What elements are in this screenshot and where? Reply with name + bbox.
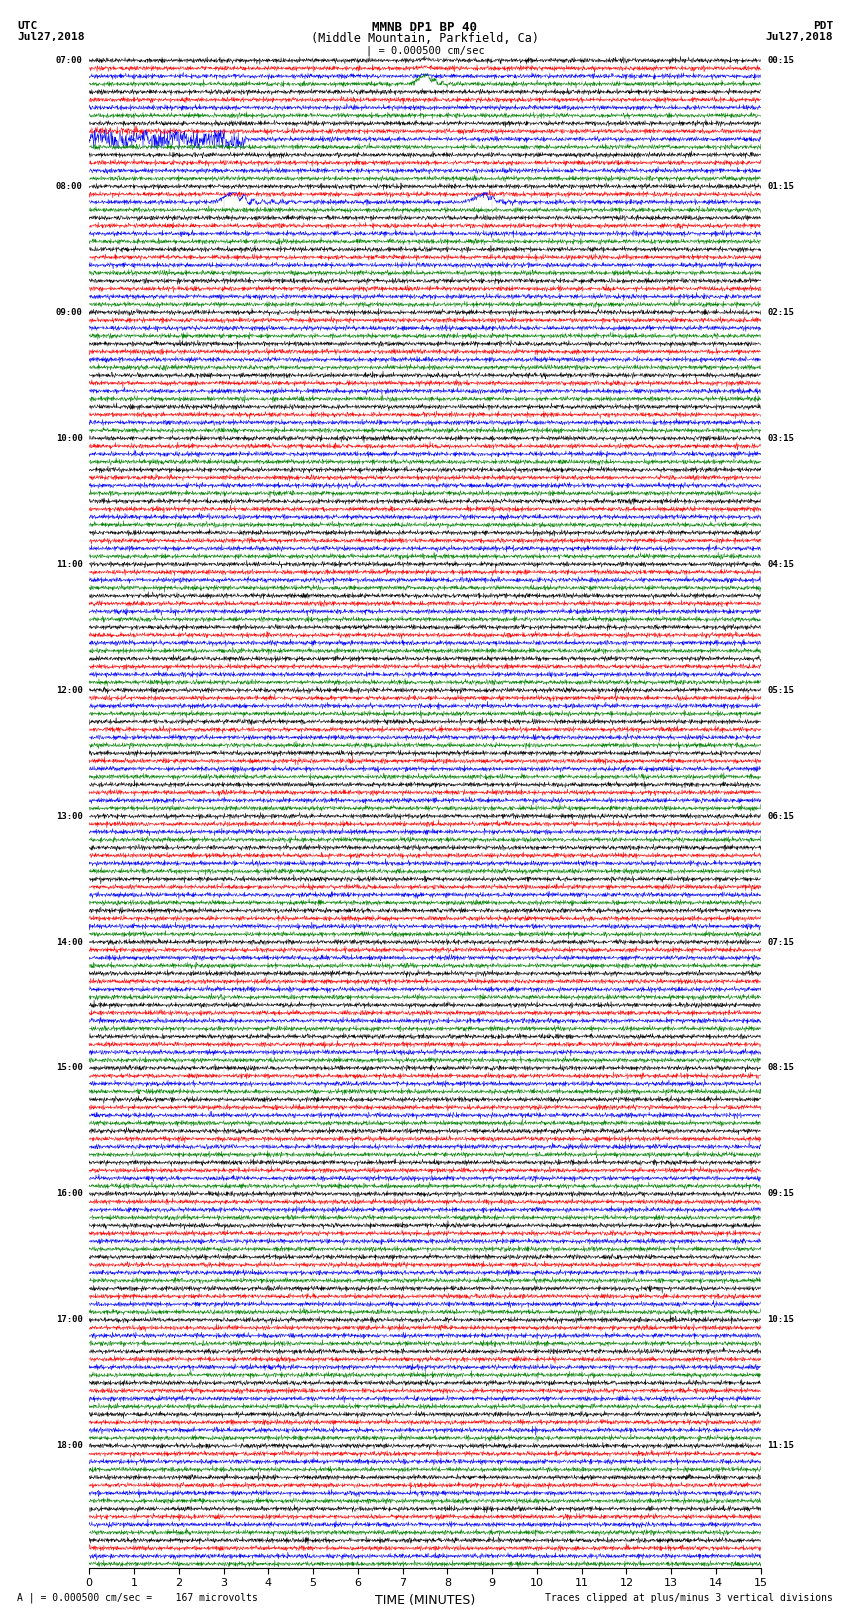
Text: UTC: UTC bbox=[17, 21, 37, 31]
Text: 11:00: 11:00 bbox=[55, 560, 82, 569]
Text: Jul27,2018: Jul27,2018 bbox=[17, 32, 84, 42]
Text: 07:15: 07:15 bbox=[768, 937, 795, 947]
Text: 17:00: 17:00 bbox=[55, 1315, 82, 1324]
Text: A | = 0.000500 cm/sec =    167 microvolts: A | = 0.000500 cm/sec = 167 microvolts bbox=[17, 1592, 258, 1603]
Text: MMNB DP1 BP 40: MMNB DP1 BP 40 bbox=[372, 21, 478, 34]
Text: 05:15: 05:15 bbox=[768, 686, 795, 695]
Text: 02:15: 02:15 bbox=[768, 308, 795, 316]
Text: 06:15: 06:15 bbox=[768, 811, 795, 821]
Text: Traces clipped at plus/minus 3 vertical divisions: Traces clipped at plus/minus 3 vertical … bbox=[545, 1594, 833, 1603]
Text: 11:15: 11:15 bbox=[768, 1442, 795, 1450]
Text: (Middle Mountain, Parkfield, Ca): (Middle Mountain, Parkfield, Ca) bbox=[311, 32, 539, 45]
Text: | = 0.000500 cm/sec: | = 0.000500 cm/sec bbox=[366, 45, 484, 56]
Text: 09:15: 09:15 bbox=[768, 1189, 795, 1198]
Text: 12:00: 12:00 bbox=[55, 686, 82, 695]
Text: 16:00: 16:00 bbox=[55, 1189, 82, 1198]
Text: 09:00: 09:00 bbox=[55, 308, 82, 316]
Text: 07:00: 07:00 bbox=[55, 56, 82, 65]
Text: 00:15: 00:15 bbox=[768, 56, 795, 65]
Text: 08:15: 08:15 bbox=[768, 1063, 795, 1073]
Text: Jul27,2018: Jul27,2018 bbox=[766, 32, 833, 42]
Text: 08:00: 08:00 bbox=[55, 182, 82, 190]
X-axis label: TIME (MINUTES): TIME (MINUTES) bbox=[375, 1594, 475, 1607]
Text: 14:00: 14:00 bbox=[55, 937, 82, 947]
Text: PDT: PDT bbox=[813, 21, 833, 31]
Text: 18:00: 18:00 bbox=[55, 1442, 82, 1450]
Text: 15:00: 15:00 bbox=[55, 1063, 82, 1073]
Text: 03:15: 03:15 bbox=[768, 434, 795, 442]
Text: 10:00: 10:00 bbox=[55, 434, 82, 442]
Text: 04:15: 04:15 bbox=[768, 560, 795, 569]
Text: 10:15: 10:15 bbox=[768, 1315, 795, 1324]
Text: 13:00: 13:00 bbox=[55, 811, 82, 821]
Text: 01:15: 01:15 bbox=[768, 182, 795, 190]
